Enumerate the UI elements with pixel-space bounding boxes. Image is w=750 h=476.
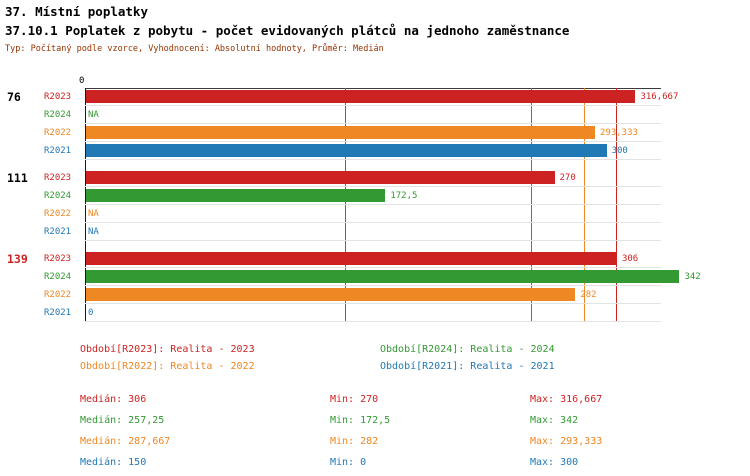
stats-max-value: Max: 342 — [530, 415, 579, 426]
group-label: 111 — [7, 171, 28, 185]
bar-value-label: 172,5 — [390, 191, 418, 201]
bar-series-label: R2024 — [44, 191, 72, 201]
bar-series-label: R2021 — [44, 146, 72, 156]
bar-row: R2024 172,5 — [0, 187, 750, 205]
stats-median-value: Medián: 306 — [80, 394, 147, 405]
stats-row-r2021: Medián: 150 Min: 0 Max: 300 — [80, 452, 710, 473]
bar-series-label: R2023 — [44, 254, 72, 264]
bar-r2022 — [86, 288, 576, 301]
stats-row-r2024: Medián: 257,25 Min: 172,5 Max: 342 — [80, 410, 710, 431]
bar-r2023 — [86, 171, 555, 184]
bar-series-label: R2022 — [44, 290, 72, 300]
bar-row: R2024 NA — [0, 106, 750, 124]
y-axis-line — [85, 88, 86, 322]
bar-value-label: 306 — [621, 254, 639, 264]
legend-item-r2024: Období[R2024]: Realita - 2024 — [380, 344, 555, 355]
bar-chart: 0 76 R2023 316,667 R2024 NA R2022 293,333 R2021… — [0, 76, 750, 322]
bar-value-label: NA — [88, 209, 99, 219]
page-subtitle: 37.10.1 Poplatek z pobytu - počet evidov… — [5, 23, 570, 38]
row-separator-line — [85, 204, 661, 205]
bar-row: R2024 342 — [0, 268, 750, 286]
stats-min-value: Min: 0 — [330, 457, 367, 468]
row-separator-line — [85, 321, 661, 322]
bar-group: 111 R2023 270 R2024 172,5 R2022 NA R2021 NA — [0, 169, 750, 241]
group-label: 139 — [7, 252, 28, 266]
stats-table: Medián: 306 Min: 270 Max: 316,667 Medián: 2… — [80, 389, 710, 473]
bar-row: R2021 NA — [0, 223, 750, 241]
x-axis-line — [85, 88, 661, 89]
bar-series-label: R2022 — [44, 209, 72, 219]
legend-item-r2023: Období[R2023]: Realita - 2023 — [80, 344, 255, 355]
stats-median-value: Medián: 287,667 — [80, 436, 171, 447]
stats-min-value: Min: 172,5 — [330, 415, 391, 426]
stats-row-r2023: Medián: 306 Min: 270 Max: 316,667 — [80, 389, 710, 410]
bar-series-label: R2021 — [44, 227, 72, 237]
bar-value-label: 282 — [580, 290, 597, 300]
row-separator-line — [85, 141, 661, 142]
bar-row: R2022 282 — [0, 286, 750, 304]
bar-r2022 — [86, 126, 595, 139]
bar-value-label: NA — [88, 227, 99, 237]
stats-max-value: Max: 316,667 — [530, 394, 603, 405]
bar-r2024 — [86, 270, 680, 283]
stats-row-r2022: Medián: 287,667 Min: 282 Max: 293,333 — [80, 431, 710, 452]
bar-series-label: R2021 — [44, 308, 72, 318]
bar-series-label: R2024 — [44, 272, 72, 282]
row-separator-line — [85, 105, 661, 106]
row-separator-line — [85, 303, 661, 304]
row-separator-line — [85, 123, 661, 124]
legend-item-r2022: Období[R2022]: Realita - 2022 — [80, 361, 255, 372]
row-separator-line — [85, 285, 661, 286]
row-separator-line — [85, 267, 661, 268]
bar-row: R2021 300 — [0, 142, 750, 160]
chart-meta-line: Typ: Počítaný podle vzorce, Vyhodnocení:… — [5, 44, 384, 54]
stats-min-value: Min: 282 — [330, 436, 379, 447]
median-line-r2022 — [584, 88, 586, 322]
bar-r2024 — [86, 189, 386, 202]
bar-r2023 — [86, 252, 617, 265]
bar-row: R2022 NA — [0, 205, 750, 223]
bar-r2021 — [86, 144, 607, 157]
bar-value-label: 316,667 — [640, 92, 679, 102]
legend: Období[R2023]: Realita - 2023 Období[R202… — [80, 342, 700, 375]
median-line-r2021 — [345, 88, 347, 322]
row-separator-line — [85, 159, 661, 160]
page-title: 37. Místní poplatky — [5, 4, 148, 19]
median-line-r2023 — [615, 88, 617, 322]
bar-row: 76 R2023 316,667 — [0, 88, 750, 106]
bar-value-label: 342 — [684, 272, 701, 282]
bar-series-label: R2023 — [44, 92, 72, 102]
bar-row: 139 R2023 306 — [0, 250, 750, 268]
bar-group: 76 R2023 316,667 R2024 NA R2022 293,333 R2021 30… — [0, 88, 750, 160]
row-separator-line — [85, 240, 661, 241]
bar-value-label: NA — [88, 110, 99, 120]
axis-zero-label: 0 — [79, 76, 85, 86]
bar-row: R2022 293,333 — [0, 124, 750, 142]
bar-series-label: R2023 — [44, 173, 72, 183]
bar-series-label: R2024 — [44, 110, 72, 120]
stats-median-value: Medián: 257,25 — [80, 415, 165, 426]
bar-series-label: R2022 — [44, 128, 72, 138]
plot-area: 0 76 R2023 316,667 R2024 NA R2022 293,333 R2021… — [0, 76, 750, 322]
stats-max-value: Max: 293,333 — [530, 436, 603, 447]
bar-r2023 — [86, 90, 636, 103]
bar-row: 111 R2023 270 — [0, 169, 750, 187]
bar-value-label: 0 — [88, 308, 94, 318]
row-separator-line — [85, 222, 661, 223]
bar-value-label: 293,333 — [599, 128, 638, 138]
group-label: 76 — [7, 90, 21, 104]
stats-median-value: Medián: 150 — [80, 457, 147, 468]
bar-value-label: 270 — [559, 173, 576, 183]
stats-min-value: Min: 270 — [330, 394, 379, 405]
median-line-r2024 — [531, 88, 533, 322]
row-separator-line — [85, 186, 661, 187]
bar-group: 139 R2023 306 R2024 342 R2022 282 R2021 0 — [0, 250, 750, 322]
stats-max-value: Max: 300 — [530, 457, 579, 468]
legend-item-r2021: Období[R2021]: Realita - 2021 — [380, 361, 555, 372]
bar-value-label: 300 — [611, 146, 628, 156]
bar-row: R2021 0 — [0, 304, 750, 322]
